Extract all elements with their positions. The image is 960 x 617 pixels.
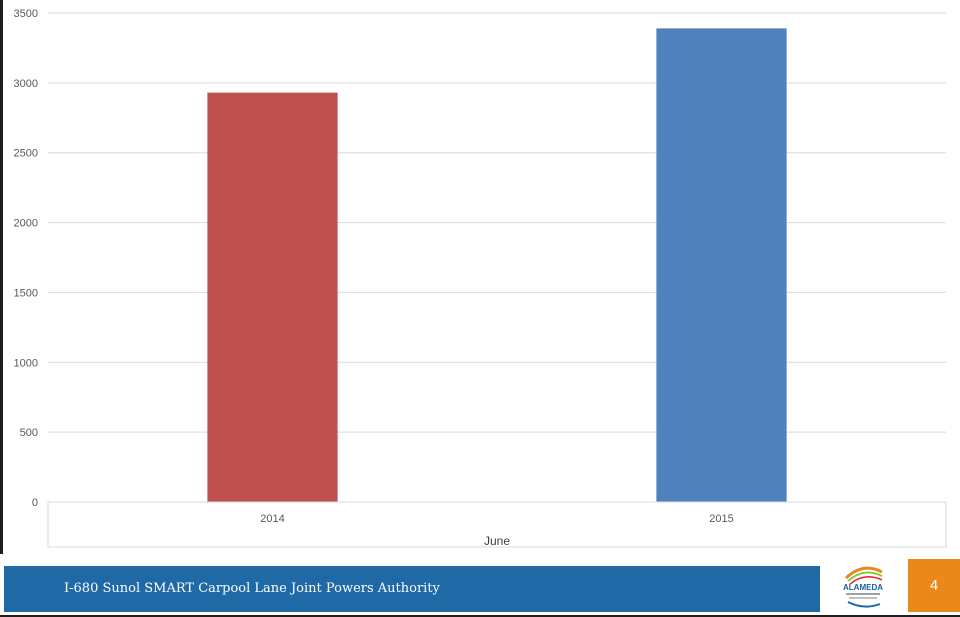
bar-2014 bbox=[207, 92, 338, 502]
y-tick-label: 1000 bbox=[14, 357, 38, 369]
bar-2015 bbox=[656, 28, 787, 503]
gridlines bbox=[48, 12, 946, 433]
y-axis-tick-labels: 0 500 1000 1500 2000 2500 3000 3500 bbox=[14, 8, 38, 509]
x-axis-category-labels: 2014 2015 bbox=[260, 513, 733, 525]
bars bbox=[207, 28, 787, 503]
footer-band: I-680 Sunol SMART Carpool Lane Joint Pow… bbox=[4, 566, 820, 612]
x-category-label: 2015 bbox=[709, 513, 733, 525]
y-tick-label: 2000 bbox=[14, 218, 38, 230]
category-axis-box bbox=[47, 501, 947, 548]
slide-bottom-border bbox=[0, 615, 960, 617]
y-tick-label: 3500 bbox=[14, 8, 38, 20]
footer: I-680 Sunol SMART Carpool Lane Joint Pow… bbox=[0, 554, 960, 617]
logo-wordmark: ALAMEDA bbox=[843, 583, 883, 592]
x-axis-title: June bbox=[484, 534, 510, 548]
y-tick-label: 3000 bbox=[14, 78, 38, 90]
y-tick-label: 0 bbox=[32, 497, 38, 509]
y-tick-label: 500 bbox=[20, 427, 38, 439]
y-tick-label: 2500 bbox=[14, 148, 38, 160]
bar-chart: 0 500 1000 1500 2000 2500 3000 3500 2014 2015 Ju… bbox=[14, 8, 947, 548]
slide-left-border bbox=[0, 0, 3, 617]
x-category-label: 2014 bbox=[260, 513, 284, 525]
y-tick-label: 1500 bbox=[14, 287, 38, 299]
alameda-ctc-logo-icon: ALAMEDA bbox=[843, 566, 883, 608]
page-number: 4 bbox=[908, 559, 960, 612]
footer-title: I-680 Sunol SMART Carpool Lane Joint Pow… bbox=[64, 581, 440, 596]
